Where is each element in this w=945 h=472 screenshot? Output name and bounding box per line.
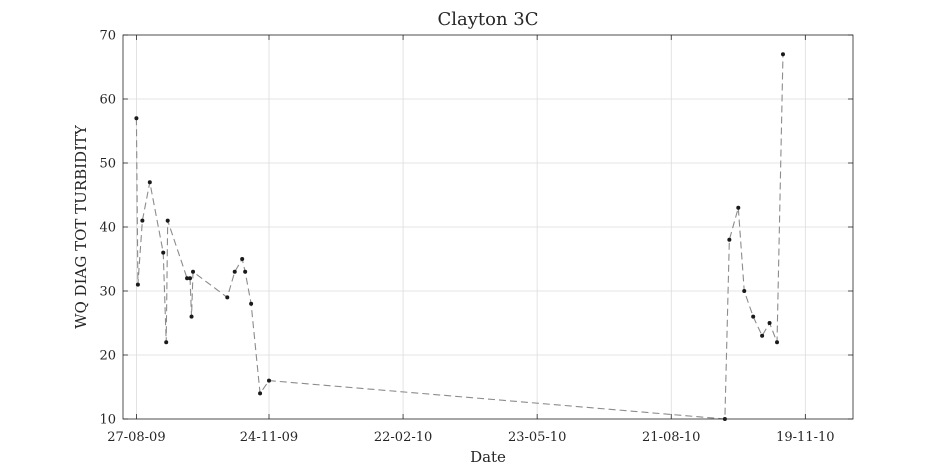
data-point	[742, 289, 747, 293]
data-point	[751, 314, 756, 319]
data-point	[249, 301, 254, 306]
y-tick-label: 30	[99, 285, 116, 300]
x-axis-label: Date	[470, 448, 506, 466]
series-layer	[134, 52, 785, 421]
y-tick-label: 40	[99, 221, 116, 236]
x-tick-label: 24-11-09	[240, 430, 298, 445]
data-point	[185, 276, 190, 281]
data-point	[191, 269, 196, 274]
data-point	[147, 180, 152, 185]
y-axis-label: WQ DIAG TOT TURBIDITY	[72, 124, 90, 329]
x-tick-label: 23-05-10	[508, 430, 566, 445]
y-tick-label: 20	[99, 349, 116, 364]
y-tick-label: 50	[99, 157, 116, 172]
axis-ticks: 27-08-09 24-11-09 22-02-10 23-05-10 21-08-10…	[99, 29, 853, 445]
data-point	[165, 218, 170, 223]
data-point	[134, 116, 139, 121]
chart-title: Clayton 3C	[437, 9, 538, 30]
data-point	[760, 333, 765, 338]
x-tick-label: 21-08-10	[642, 430, 700, 445]
data-point	[727, 237, 732, 242]
data-point	[140, 218, 145, 223]
data-point	[161, 250, 166, 255]
x-tick-label: 27-08-09	[107, 430, 165, 445]
y-tick-label: 60	[99, 93, 116, 108]
data-point	[188, 276, 193, 281]
y-tick-label: 10	[99, 413, 116, 428]
data-point	[232, 269, 237, 274]
data-point	[767, 321, 772, 325]
data-point	[243, 269, 248, 274]
data-point	[780, 52, 785, 57]
data-point	[135, 282, 140, 287]
data-point	[775, 340, 780, 345]
data-point	[258, 391, 263, 396]
data-point	[736, 205, 741, 210]
data-point	[225, 295, 230, 300]
x-tick-label: 22-02-10	[374, 430, 432, 445]
data-point	[240, 257, 245, 261]
data-point	[267, 378, 271, 383]
data-point	[189, 314, 194, 319]
y-tick-label: 70	[99, 29, 116, 44]
x-tick-label: 19-11-10	[776, 430, 834, 445]
data-point	[164, 340, 169, 345]
